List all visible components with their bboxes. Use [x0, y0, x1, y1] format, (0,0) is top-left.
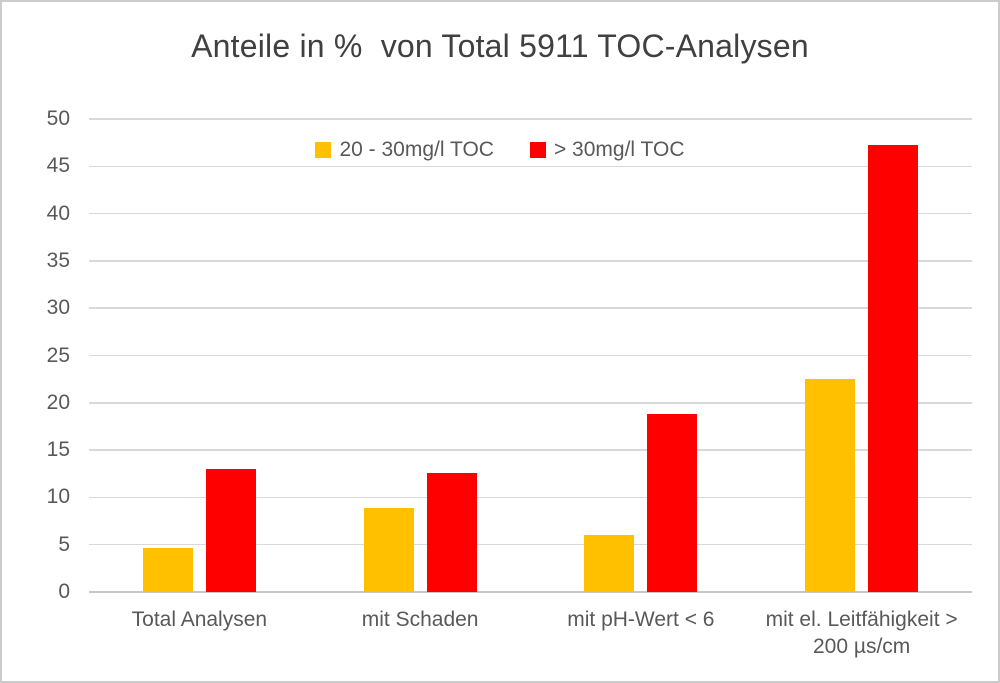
legend: 20 - 30mg/l TOC > 30mg/l TOC [2, 138, 998, 162]
legend-label: 20 - 30mg/l TOC [339, 138, 494, 161]
legend-item: > 30mg/l TOC [529, 138, 685, 162]
gridline [89, 543, 972, 546]
gridline [89, 354, 972, 357]
gridline [89, 496, 972, 499]
x-category-label: Total Analysen [131, 608, 268, 631]
gridline [89, 118, 972, 120]
legend-swatch [315, 142, 332, 158]
bar-20-30mgl-toc [363, 507, 414, 592]
gridline [89, 212, 972, 215]
gridline [89, 307, 972, 309]
y-tick-label: 40 [46, 201, 70, 225]
y-tick-label: 10 [46, 485, 70, 509]
gridline [89, 165, 972, 168]
x-category-label: mit pH-Wert < 6 [567, 608, 715, 631]
y-tick-label: 45 [46, 154, 70, 178]
legend-item: 20 - 30mg/l TOC [315, 138, 494, 162]
gridline [89, 402, 972, 404]
y-tick-label: 20 [46, 390, 70, 414]
x-axis-line [89, 591, 972, 593]
y-tick-label: 25 [46, 343, 70, 367]
gridline [89, 260, 972, 262]
chart-title: Anteile in % von Total 5911 TOC-Analysen [191, 28, 809, 64]
legend-label: > 30mg/l TOC [553, 138, 685, 161]
y-tick-label: 15 [46, 438, 70, 462]
y-tick-label: 30 [46, 296, 70, 320]
x-category-label: mit el. Leitfähigkeit > 200 µs/cm [765, 608, 958, 658]
y-tick-label: 0 [58, 580, 70, 603]
y-tick-label: 35 [46, 248, 70, 272]
bar-gt-30mgl-toc [426, 472, 477, 592]
bar-gt-30mgl-toc [205, 469, 256, 592]
bar-20-30mgl-toc [584, 535, 635, 592]
legend-swatch [529, 142, 546, 158]
bar-20-30mgl-toc [805, 379, 856, 592]
x-category-label: mit Schaden [361, 608, 479, 631]
gridline [89, 449, 972, 451]
bar-20-30mgl-toc [142, 547, 193, 592]
y-tick-label: 50 [46, 107, 70, 130]
bar-gt-30mgl-toc [647, 414, 698, 592]
bar-gt-30mgl-toc [868, 144, 919, 592]
y-tick-label: 5 [58, 532, 70, 556]
